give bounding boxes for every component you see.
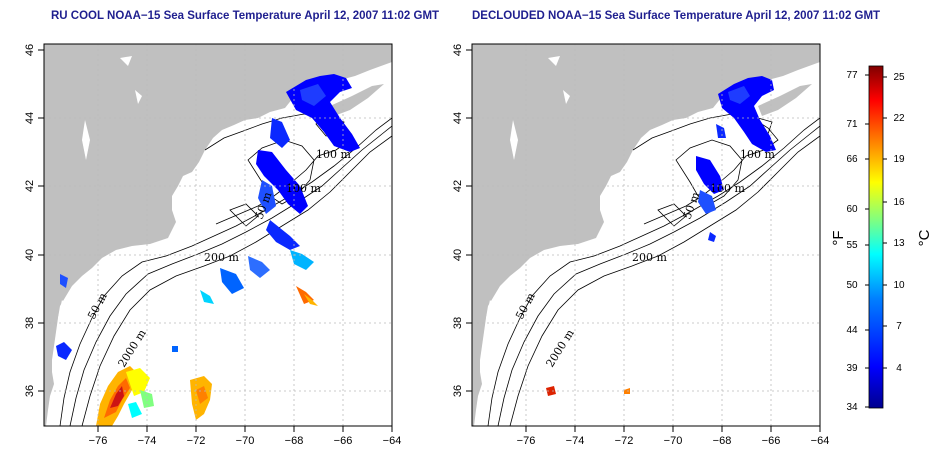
- y-tick-label: 36: [24, 385, 36, 397]
- fahrenheit-tick-label: 39: [846, 363, 858, 374]
- contour-label-200m: 200 m: [632, 251, 667, 264]
- x-tick-label: −68: [285, 435, 304, 447]
- x-tick-label: −76: [89, 435, 108, 447]
- y-tick-label: 40: [452, 249, 464, 261]
- fahrenheit-tick-label: 34: [846, 402, 858, 413]
- contour-label-100m: 100 m: [286, 182, 321, 195]
- left-map-panel: 100 m 100 m 200 m 50 m 2000 m 50 m: [44, 44, 392, 426]
- fahrenheit-unit-label: °F: [830, 230, 847, 245]
- depth-contours: [487, 113, 820, 426]
- contour-label-200m: 200 m: [204, 251, 239, 264]
- x-tick-label: −64: [811, 435, 830, 447]
- celsius-tick-label: 10: [893, 280, 905, 291]
- y-tick-label: 46: [24, 44, 36, 56]
- x-tick-label: −64: [383, 435, 402, 447]
- sst-observations: [546, 76, 776, 396]
- celsius-unit-label: °C: [916, 229, 933, 246]
- grid-lines: [44, 44, 392, 426]
- x-tick-label: −74: [138, 435, 157, 447]
- celsius-tick-label: 7: [896, 321, 902, 332]
- y-tick-label: 38: [24, 317, 36, 329]
- x-tick-label: −70: [236, 435, 255, 447]
- x-tick-label: −72: [187, 435, 206, 447]
- y-tick-label: 36: [452, 385, 464, 397]
- celsius-tick-label: 25: [893, 72, 905, 83]
- contour-label-100m-north: 100 m: [740, 148, 775, 161]
- land-mass: [44, 44, 392, 426]
- grid-lines: [472, 44, 820, 426]
- sst-observations: [56, 74, 360, 426]
- celsius-tick-label: 22: [893, 113, 905, 124]
- x-tick-label: −68: [713, 435, 732, 447]
- y-tick-label: 44: [452, 112, 464, 124]
- temperature-colorbar: [868, 65, 884, 409]
- y-tick-label: 42: [452, 180, 464, 192]
- celsius-tick-label: 4: [896, 363, 902, 374]
- celsius-tick-label: 16: [893, 197, 905, 208]
- y-tick-label: 46: [452, 44, 464, 56]
- fahrenheit-tick-label: 50: [846, 280, 858, 291]
- fahrenheit-tick-label: 44: [846, 325, 858, 336]
- x-tick-label: −70: [664, 435, 683, 447]
- right-map-title: DECLOUDED NOAA−15 Sea Surface Temperatur…: [472, 10, 881, 22]
- land-mass: [472, 44, 820, 426]
- left-map-title: RU COOL NOAA−15 Sea Surface Temperature …: [51, 10, 440, 22]
- fahrenheit-tick-label: 66: [846, 154, 858, 165]
- right-map-panel: 100 m 100 m 200 m 50 m 2000 m 50 m: [472, 44, 820, 426]
- celsius-tick-label: 13: [893, 238, 905, 249]
- colorbar-ticks: [865, 74, 887, 408]
- x-tick-label: −72: [615, 435, 634, 447]
- contour-label-100m: 100 m: [710, 182, 745, 195]
- x-tick-label: −66: [762, 435, 781, 447]
- right-map-frame: [471, 43, 821, 427]
- y-tick-label: 42: [24, 180, 36, 192]
- contour-label-100m-north: 100 m: [316, 148, 351, 161]
- right-axes: [466, 49, 821, 432]
- y-tick-label: 40: [24, 249, 36, 261]
- fahrenheit-tick-label: 55: [846, 240, 858, 251]
- x-tick-label: −66: [334, 435, 353, 447]
- fahrenheit-tick-label: 60: [846, 204, 858, 215]
- left-map-frame: [43, 43, 393, 427]
- celsius-tick-label: 19: [893, 154, 905, 165]
- left-axes: [38, 49, 393, 432]
- fahrenheit-tick-label: 71: [846, 119, 858, 130]
- fahrenheit-tick-label: 77: [846, 70, 858, 81]
- y-tick-label: 38: [452, 317, 464, 329]
- y-tick-label: 44: [24, 112, 36, 124]
- x-tick-label: −76: [517, 435, 536, 447]
- x-tick-label: −74: [566, 435, 585, 447]
